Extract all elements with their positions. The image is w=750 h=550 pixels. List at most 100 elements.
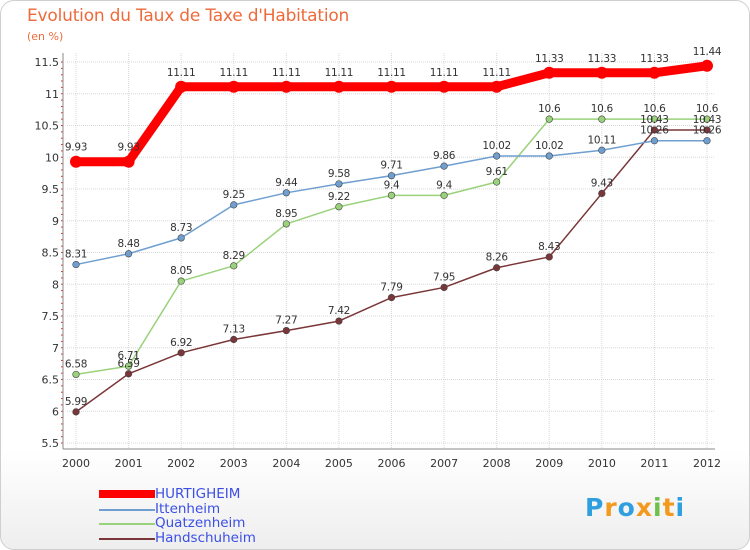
legend-swatch-hurtigheim (99, 490, 155, 498)
legend-swatch-quatzenheim (99, 523, 155, 525)
x-tick-label: 2008 (483, 457, 511, 470)
data-point-handschuheim (124, 370, 133, 378)
data-point-quatzenheim (387, 191, 396, 199)
data-label-hurtigheim: 11.11 (272, 67, 301, 79)
x-tick-label: 2006 (378, 457, 406, 470)
data-label-handschuheim: 7.27 (275, 315, 297, 327)
data-label-ittenheim: 10.26 (640, 125, 669, 137)
data-label-quatzenheim: 6.71 (117, 350, 139, 362)
logo-letter: r (604, 493, 618, 522)
y-tick-label: 11.5 (35, 56, 60, 69)
data-point-quatzenheim (493, 178, 501, 186)
data-label-ittenheim: 10.02 (482, 140, 511, 152)
data-label-ittenheim: 8.48 (117, 238, 139, 250)
data-point-handschuheim (703, 126, 711, 134)
data-point-quatzenheim (124, 362, 133, 370)
data-point-hurtigheim (385, 80, 398, 93)
data-label-quatzenheim: 6.58 (65, 358, 87, 370)
data-label-ittenheim: 8.73 (170, 222, 192, 234)
data-label-ittenheim: 9.44 (275, 177, 298, 189)
chart-title: Evolution du Taux de Taxe d'Habitation (27, 6, 350, 26)
x-tick-label: 2009 (535, 457, 563, 470)
data-label-quatzenheim: 8.95 (275, 208, 297, 220)
data-label-handschuheim: 10.43 (693, 114, 722, 126)
data-point-quatzenheim (335, 203, 343, 211)
data-point-ittenheim (282, 189, 290, 197)
grid (67, 53, 715, 449)
legend-label-quatzenheim: Quatzenheim (155, 515, 246, 531)
legend-swatch-ittenheim (99, 508, 155, 511)
data-label-hurtigheim: 11.33 (588, 53, 617, 65)
legend-label-ittenheim: Ittenheim (155, 500, 221, 517)
data-point-ittenheim (703, 137, 711, 145)
data-point-quatzenheim (72, 370, 80, 379)
y-tick-label: 5.5 (42, 437, 60, 450)
logo-letter: P (585, 493, 605, 522)
data-point-handschuheim (440, 283, 448, 292)
data-point-handschuheim (598, 189, 606, 198)
data-point-hurtigheim (122, 155, 135, 168)
data-point-handschuheim (282, 327, 290, 335)
data-label-hurtigheim: 11.11 (167, 67, 196, 79)
data-label-handschuheim: 6.59 (117, 358, 139, 370)
data-point-ittenheim (598, 146, 606, 154)
data-label-ittenheim: 10.11 (588, 134, 617, 146)
data-label-hurtigheim: 11.11 (325, 67, 354, 79)
logo-letter: i (653, 493, 663, 522)
data-point-handschuheim (230, 335, 238, 344)
data-point-ittenheim (493, 152, 501, 160)
data-point-quatzenheim (703, 115, 711, 123)
data-point-hurtigheim (70, 155, 82, 168)
data-label-quatzenheim: 10.6 (591, 103, 614, 115)
data-label-handschuheim: 5.99 (65, 396, 87, 408)
logo-letter: i (675, 493, 686, 522)
data-point-hurtigheim (332, 80, 345, 93)
legend-label-hurtigheim: HURTIGHEIM (155, 486, 241, 502)
data-label-quatzenheim: 9.61 (486, 166, 508, 178)
data-point-quatzenheim (650, 115, 659, 123)
data-label-quatzenheim: 10.6 (696, 103, 719, 115)
x-tick-label: 2005 (325, 457, 353, 470)
data-point-ittenheim (72, 260, 80, 269)
data-point-hurtigheim (701, 59, 713, 72)
x-tick-label: 2004 (272, 457, 300, 470)
data-label-handschuheim: 7.79 (380, 282, 402, 294)
legend-label-handschuheim: Handschuheim (155, 529, 256, 546)
data-point-handschuheim (177, 349, 185, 357)
data-point-hurtigheim (490, 80, 503, 93)
data-label-hurtigheim: 11.11 (219, 67, 248, 79)
data-label-quatzenheim: 10.6 (643, 103, 666, 115)
data-label-hurtigheim: 11.44 (693, 46, 722, 58)
data-point-hurtigheim (227, 80, 240, 93)
data-point-hurtigheim (648, 66, 661, 79)
logo-letter: x (635, 493, 653, 522)
data-point-ittenheim (335, 180, 343, 188)
data-point-hurtigheim (543, 66, 556, 79)
data-point-quatzenheim (545, 115, 553, 123)
data-point-handschuheim (72, 408, 80, 416)
data-label-hurtigheim: 11.33 (535, 53, 564, 65)
data-label-hurtigheim: 9.93 (117, 142, 139, 154)
data-point-ittenheim (230, 201, 238, 209)
data-point-handschuheim (650, 126, 659, 134)
data-point-ittenheim (650, 137, 659, 145)
y-tick-label: 9.5 (42, 183, 60, 196)
y-tick-label: 6.5 (42, 374, 60, 387)
data-point-hurtigheim (438, 80, 451, 93)
data-label-ittenheim: 10.26 (693, 125, 722, 137)
data-label-ittenheim: 10.02 (535, 140, 564, 152)
data-point-ittenheim (177, 234, 185, 242)
data-label-handschuheim: 6.92 (170, 337, 192, 349)
y-tick-label: 6 (52, 405, 59, 418)
data-point-quatzenheim (440, 191, 448, 199)
y-unit-label: (en %) (27, 30, 64, 43)
data-label-hurtigheim: 11.11 (482, 67, 511, 79)
y-tick-label: 7.5 (42, 310, 60, 323)
axes: 5.5 6 6.5 7 7.5 8 8.5 9 9.5 10 10.5 11 11.5 2000 2001 2… (35, 53, 721, 470)
data-label-ittenheim: 9.58 (328, 168, 350, 180)
data-label-quatzenheim: 10.6 (538, 103, 561, 115)
data-label-ittenheim: 9.71 (380, 160, 402, 172)
legend-swatch-handschuheim (99, 537, 155, 540)
data-labels-layer: 9.93 9.93 11.11 11.11 11.11 11.11 11.11 11.11 11… (65, 46, 722, 408)
